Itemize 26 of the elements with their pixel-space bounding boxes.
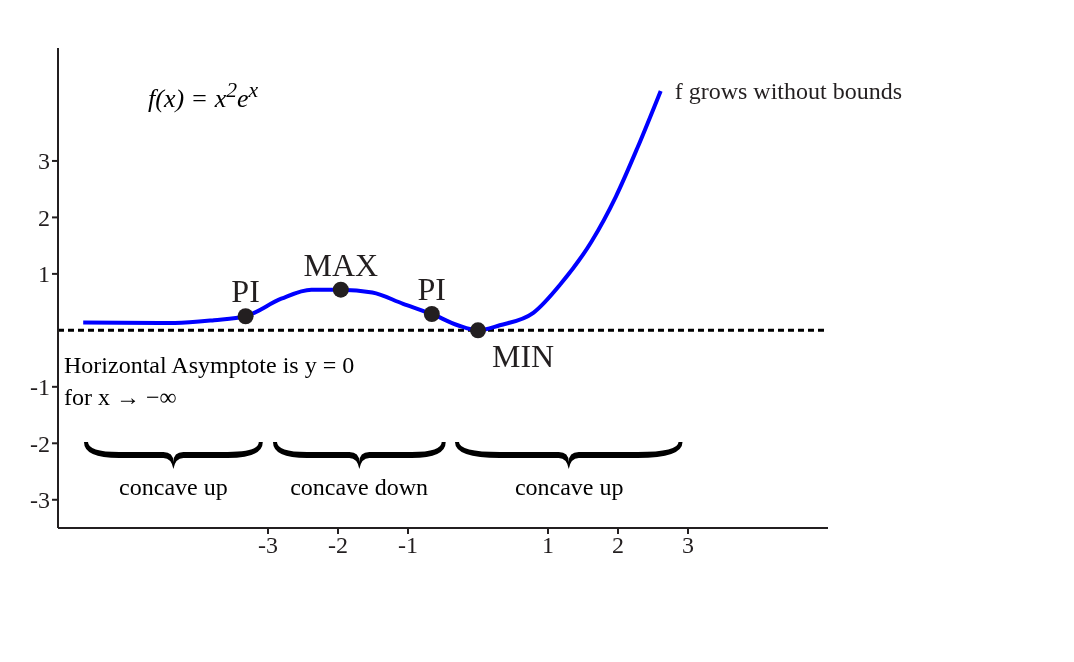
x-tick-label: 3 xyxy=(682,532,694,559)
annotation: PI xyxy=(417,270,447,307)
annotation: concave down xyxy=(290,474,429,502)
y-tick-label: -1 xyxy=(30,374,50,401)
y-tick-label: -3 xyxy=(30,487,50,514)
annotation: concave up xyxy=(514,474,624,502)
x-tick-label: -3 xyxy=(258,532,278,559)
annotation: concave up xyxy=(119,474,228,502)
y-tick-label: -2 xyxy=(30,430,50,457)
y-tick-label: 2 xyxy=(38,204,50,231)
y-tick-label: 1 xyxy=(38,261,50,288)
point xyxy=(423,305,440,322)
annotation: f(x) = x$^{2}$e$^{x}$ xyxy=(148,78,259,114)
annotation: MIN xyxy=(492,338,555,375)
annotation: Horizontal Asymptote is y = 0 for x → −∞ xyxy=(64,350,364,413)
annotation: PI xyxy=(231,273,260,310)
x-tick-label: -2 xyxy=(328,532,348,559)
x-tick-label: -1 xyxy=(398,532,418,559)
y-tick-label: 3 xyxy=(38,148,50,175)
point xyxy=(332,281,349,298)
annotation: MAX xyxy=(303,246,379,283)
x-tick-label: 2 xyxy=(612,532,624,559)
annotation: f grows without bounds xyxy=(674,78,903,105)
point xyxy=(470,322,486,339)
x-tick-label: 1 xyxy=(542,532,554,559)
point xyxy=(237,308,254,325)
